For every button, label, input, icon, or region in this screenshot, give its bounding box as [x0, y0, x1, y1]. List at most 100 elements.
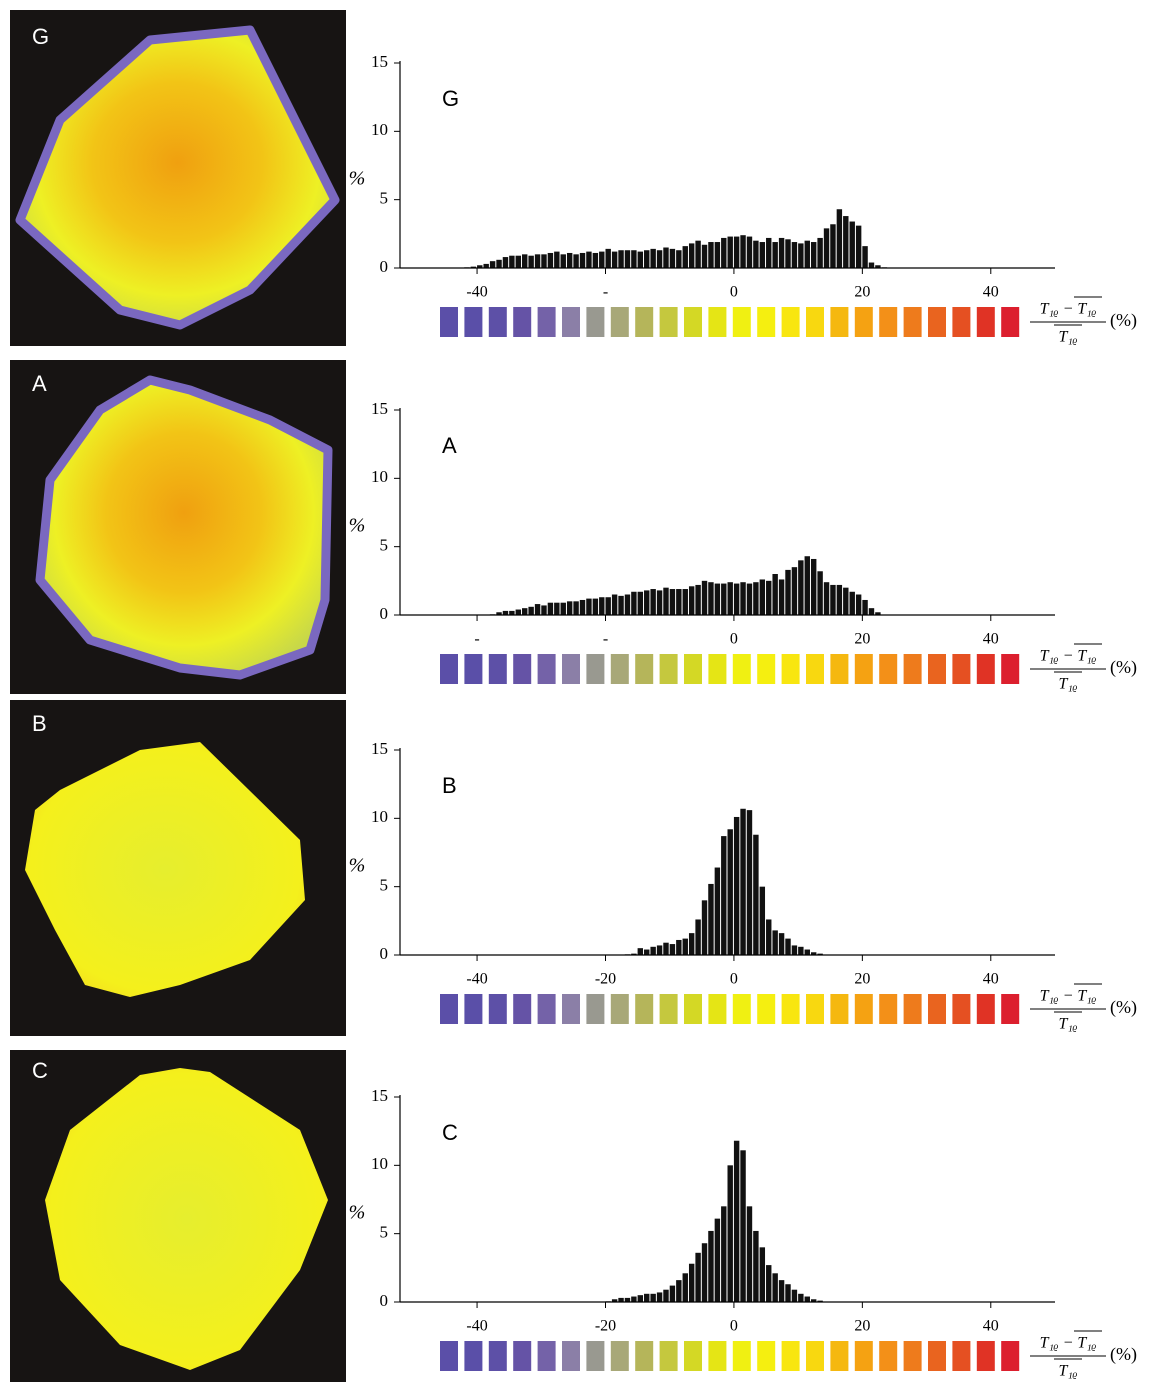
bar	[760, 887, 765, 955]
bar	[650, 947, 655, 955]
x-tick-label: -40	[466, 1318, 487, 1335]
bar	[805, 556, 810, 615]
color-swatch	[513, 994, 531, 1024]
color-swatch	[806, 1341, 824, 1371]
bar	[657, 250, 662, 268]
x-axis-label-denominator: T₁ᵨ	[1058, 676, 1077, 693]
bar	[605, 249, 610, 268]
x-axis-unit: (%)	[1110, 310, 1137, 331]
bar	[708, 1231, 713, 1302]
x-axis-unit: (%)	[1110, 997, 1137, 1018]
bar	[740, 809, 745, 955]
color-swatch	[733, 994, 751, 1024]
map-image	[10, 360, 346, 694]
x-tick-label: 20	[854, 971, 870, 988]
color-swatch	[952, 307, 970, 337]
bar	[496, 260, 501, 268]
bar	[689, 243, 694, 268]
color-swatch	[879, 994, 897, 1024]
bar	[676, 250, 681, 268]
bar	[695, 585, 700, 615]
color-swatch	[464, 1341, 482, 1371]
x-axis-label-numerator: T₁ᵨ − T₁ᵨ	[1040, 648, 1097, 665]
bar	[586, 599, 591, 615]
bar	[695, 1253, 700, 1302]
bar	[631, 250, 636, 268]
y-tick-label: 15	[371, 1086, 388, 1105]
bar	[785, 939, 790, 955]
color-swatch	[562, 1341, 580, 1371]
color-swatch	[977, 1341, 995, 1371]
bar	[824, 228, 829, 268]
color-swatch	[635, 654, 653, 684]
bar	[683, 246, 688, 268]
bar	[695, 919, 700, 955]
bar	[805, 1297, 810, 1302]
color-swatch	[952, 994, 970, 1024]
bar	[766, 581, 771, 615]
color-swatch	[830, 654, 848, 684]
bar	[715, 1219, 720, 1302]
color-swatch	[855, 654, 873, 684]
color-swatch	[782, 654, 800, 684]
bar	[792, 567, 797, 615]
x-axis-unit: (%)	[1110, 657, 1137, 678]
bar	[798, 560, 803, 615]
color-swatch	[928, 994, 946, 1024]
y-tick-label: 10	[371, 120, 388, 139]
color-swatch	[977, 654, 995, 684]
color-swatch	[879, 1341, 897, 1371]
x-tick-label: -	[474, 631, 479, 648]
bar	[605, 597, 610, 615]
color-swatch	[952, 654, 970, 684]
bar	[663, 248, 668, 269]
color-swatch	[464, 994, 482, 1024]
bar	[792, 1290, 797, 1302]
color-swatch	[830, 307, 848, 337]
bar	[625, 1298, 630, 1302]
bar	[663, 1290, 668, 1302]
color-swatch	[928, 307, 946, 337]
y-tick-label: 10	[371, 467, 388, 486]
color-swatch	[855, 1341, 873, 1371]
bar	[663, 943, 668, 955]
color-swatch	[489, 307, 507, 337]
color-swatch	[489, 994, 507, 1024]
bar	[535, 254, 540, 268]
x-tick-label: 20	[854, 631, 870, 648]
bar	[862, 246, 867, 268]
x-tick-label: -	[603, 631, 608, 648]
y-tick-label: 10	[371, 807, 388, 826]
color-swatch	[708, 1341, 726, 1371]
bar	[689, 1264, 694, 1302]
bar	[490, 261, 495, 268]
chart-title: A	[442, 433, 457, 458]
color-swatch	[708, 307, 726, 337]
y-tick-label: 0	[380, 257, 389, 276]
bar	[702, 245, 707, 268]
bar	[734, 1141, 739, 1302]
bar	[631, 592, 636, 615]
bar	[811, 559, 816, 615]
bar	[772, 574, 777, 615]
bar	[676, 1280, 681, 1302]
map-image	[10, 1050, 346, 1382]
color-swatch	[977, 994, 995, 1024]
bar	[734, 237, 739, 268]
y-axis-label: %	[349, 168, 366, 190]
bar	[663, 588, 668, 615]
y-tick-label: 15	[371, 52, 388, 71]
bar	[644, 590, 649, 615]
color-swatch	[1001, 994, 1019, 1024]
y-tick-label: 0	[380, 1291, 389, 1310]
y-axis-label: %	[349, 515, 366, 537]
bar	[528, 256, 533, 268]
bar	[702, 581, 707, 615]
bar	[772, 930, 777, 955]
color-swatch	[635, 307, 653, 337]
color-swatch	[855, 307, 873, 337]
bar	[528, 607, 533, 615]
bar	[522, 608, 527, 615]
bar	[561, 603, 566, 615]
bar	[593, 599, 598, 615]
